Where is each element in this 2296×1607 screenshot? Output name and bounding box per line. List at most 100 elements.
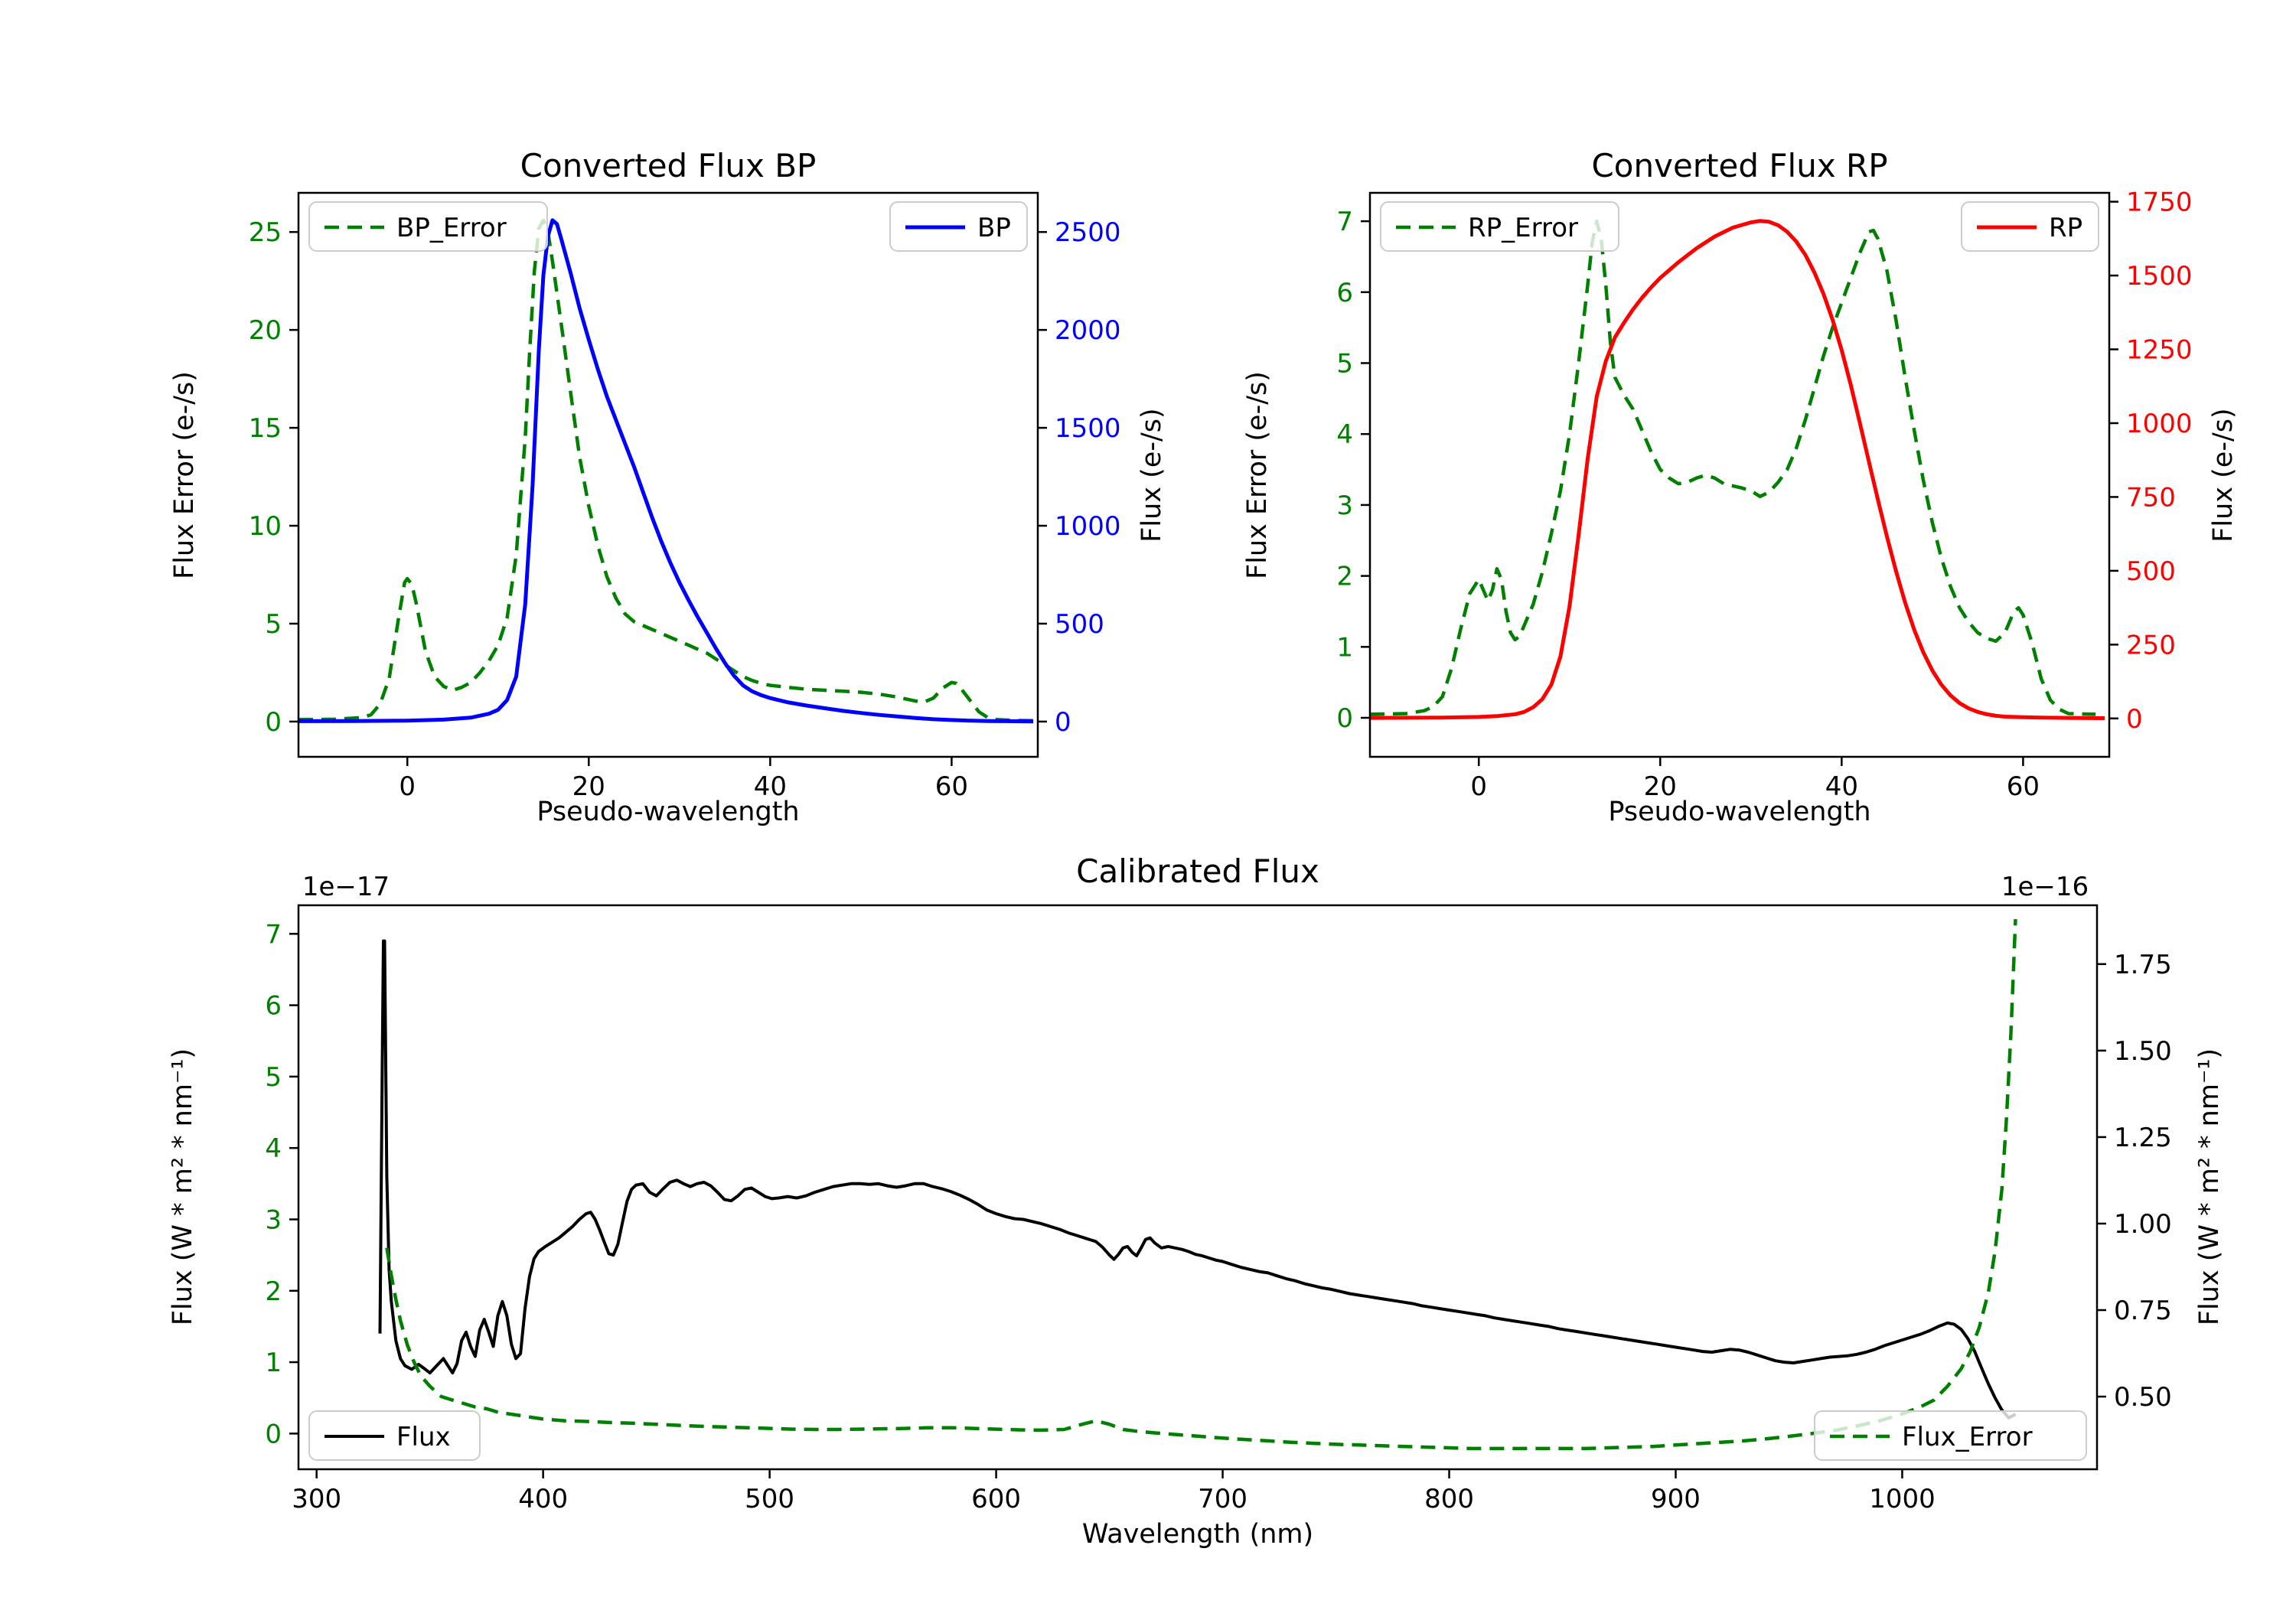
bp-series-layer — [298, 218, 1034, 724]
cal-legend-Flux: Flux — [308, 1410, 481, 1461]
bp-right-tick-label: 1500 — [1055, 413, 1121, 444]
cal-x-tick-label: 700 — [1198, 1484, 1247, 1514]
bp-x-tick-label: 0 — [399, 771, 416, 802]
cal-right-tick-label: 1.75 — [2114, 950, 2172, 980]
rp-left-tick-label: 7 — [1336, 207, 1353, 237]
cal-right-offset-text: 1e−16 — [2001, 872, 2089, 902]
bp-right-axis-label: Flux (e-/s) — [1137, 408, 1167, 542]
cal-line-Flux_Error — [385, 919, 2017, 1451]
bp-legend-BP: BP — [889, 201, 1028, 252]
bp-legend-box — [308, 201, 548, 252]
cal-series-layer — [378, 919, 2017, 1451]
cal-legend-label: Flux_Error — [1902, 1422, 2033, 1452]
rp-right-tick-label: 1750 — [2126, 187, 2193, 218]
cal-x-tick-label: 300 — [292, 1484, 341, 1514]
rp-left-tick-label: 2 — [1336, 562, 1353, 592]
rp-right-tick-label: 1250 — [2126, 335, 2193, 366]
rp-legend-label: RP_Error — [1468, 213, 1578, 243]
cal-right-tick-label: 0.75 — [2114, 1296, 2172, 1326]
rp-left-axis-label: Flux Error (e-/s) — [1242, 371, 1273, 579]
cal-right-tick-label: 0.50 — [2114, 1382, 2172, 1413]
rp-axes-frame — [1368, 191, 2111, 758]
cal-left-tick-label: 1 — [265, 1348, 282, 1378]
rp-left-tick-label: 4 — [1336, 419, 1353, 450]
rp-legend-RP: RP — [1961, 201, 2099, 252]
rp-line-RP — [1370, 219, 2105, 720]
rp-legend-label: RP — [2049, 213, 2082, 243]
bp-line-BP_Error — [298, 218, 1034, 722]
rp-right-axis-label: Flux (e-/s) — [2208, 408, 2239, 542]
subplot-converted-flux-bp: 0 20 40 60 0 5 10 15 20 25 0 500 1000 1500 2000 2500 BP_… — [169, 147, 1167, 827]
bp-right-tick-label: 1000 — [1055, 511, 1121, 542]
rp-legend-box — [1380, 201, 1619, 252]
cal-left-tick-label: 0 — [265, 1419, 282, 1449]
rp-left-tick-label: 1 — [1336, 632, 1353, 663]
cal-left-tick-label: 7 — [265, 919, 282, 950]
bp-left-axis-label: Flux Error (e-/s) — [169, 371, 200, 579]
rp-right-tick-label: 500 — [2126, 556, 2176, 587]
rp-right-tick-label: 1000 — [2126, 409, 2193, 439]
bp-axes-frame — [297, 191, 1039, 758]
cal-x-tick-label: 500 — [745, 1484, 794, 1514]
bp-left-tick-label: 5 — [265, 609, 282, 640]
bp-xaxis-label: Pseudo-wavelength — [536, 797, 799, 827]
bp-line-BP — [298, 218, 1034, 724]
cal-x-tick-label: 900 — [1651, 1484, 1701, 1514]
cal-right-tick-label: 1.25 — [2114, 1123, 2172, 1153]
cal-line-Flux — [378, 939, 2017, 1420]
cal-x-tick-label: 400 — [518, 1484, 568, 1514]
rp-left-tick-label: 6 — [1336, 278, 1353, 308]
cal-x-tick-label: 600 — [971, 1484, 1021, 1514]
cal-title: Calibrated Flux — [1076, 852, 1319, 890]
bp-x-tick-label: 40 — [754, 771, 787, 802]
rp-line-RP_Error — [1370, 219, 2096, 716]
rp-right-tick-label: 0 — [2126, 704, 2143, 735]
bp-left-tick-label: 25 — [249, 217, 282, 248]
cal-axes-frame — [297, 904, 2099, 1471]
bp-x-tick-label: 20 — [572, 771, 605, 802]
cal-xaxis-label: Wavelength (nm) — [1082, 1519, 1313, 1550]
cal-left-tick-label: 4 — [265, 1133, 282, 1164]
subplot-calibrated-flux: 300 400 500 600 700 800 900 1000 0 1 2 3 4 5 6 7 0.50 0.7… — [168, 852, 2225, 1550]
bp-right-tick-label: 500 — [1055, 609, 1104, 640]
bp-plot-area: 0 20 40 60 0 5 10 15 20 25 0 500 1000 1500 2000 2500 BP_… — [249, 191, 1121, 802]
cal-legend-Flux_Error: Flux_Error — [1814, 1410, 2087, 1461]
cal-left-tick-label: 5 — [265, 1062, 282, 1093]
bp-right-tick-label: 2000 — [1055, 315, 1121, 346]
bp-legend-label: BP — [977, 213, 1011, 243]
cal-left-axis-label: Flux (W * m² * nm⁻¹) — [168, 1048, 198, 1325]
rp-x-tick-label: 20 — [1644, 771, 1677, 802]
cal-x-tick-label: 800 — [1424, 1484, 1474, 1514]
bp-x-tick-label: 60 — [935, 771, 968, 802]
bp-left-tick-label: 10 — [249, 511, 282, 542]
cal-legend-box — [308, 1410, 481, 1461]
rp-right-tick-label: 1500 — [2126, 261, 2193, 292]
bp-left-tick-label: 0 — [265, 707, 282, 738]
bp-legend-label: BP_Error — [396, 213, 507, 243]
bp-title: Converted Flux BP — [520, 147, 817, 184]
bp-left-tick-label: 15 — [249, 413, 282, 444]
cal-left-offset-text: 1e−17 — [302, 872, 390, 902]
rp-plot-area: 0 20 40 60 0 1 2 3 4 5 6 7 0 250 500 750 1000 1250 1500 175… — [1336, 187, 2192, 802]
rp-x-tick-label: 60 — [2007, 771, 2040, 802]
rp-x-tick-label: 0 — [1470, 771, 1487, 802]
cal-right-tick-label: 1.00 — [2114, 1209, 2172, 1240]
cal-left-tick-label: 2 — [265, 1276, 282, 1307]
rp-legend-RP_Error: RP_Error — [1380, 201, 1619, 252]
bp-right-tick-label: 0 — [1055, 707, 1071, 738]
rp-left-tick-label: 5 — [1336, 348, 1353, 379]
rp-left-tick-label: 3 — [1336, 491, 1353, 521]
rp-left-tick-label: 0 — [1336, 703, 1353, 734]
subplot-converted-flux-rp: 0 20 40 60 0 1 2 3 4 5 6 7 0 250 500 750 1000 1250 1500 175… — [1242, 147, 2239, 827]
rp-xaxis-label: Pseudo-wavelength — [1608, 797, 1870, 827]
bp-right-tick-label: 2500 — [1055, 217, 1121, 248]
cal-left-tick-label: 6 — [265, 991, 282, 1022]
cal-right-axis-label: Flux (W * m² * nm⁻¹) — [2194, 1048, 2225, 1325]
cal-left-tick-label: 3 — [265, 1204, 282, 1235]
cal-right-tick-label: 1.50 — [2114, 1036, 2172, 1067]
bp-legend-BP_Error: BP_Error — [308, 201, 548, 252]
cal-x-tick-label: 1000 — [1869, 1484, 1936, 1514]
cal-legend-box — [1814, 1410, 2087, 1461]
